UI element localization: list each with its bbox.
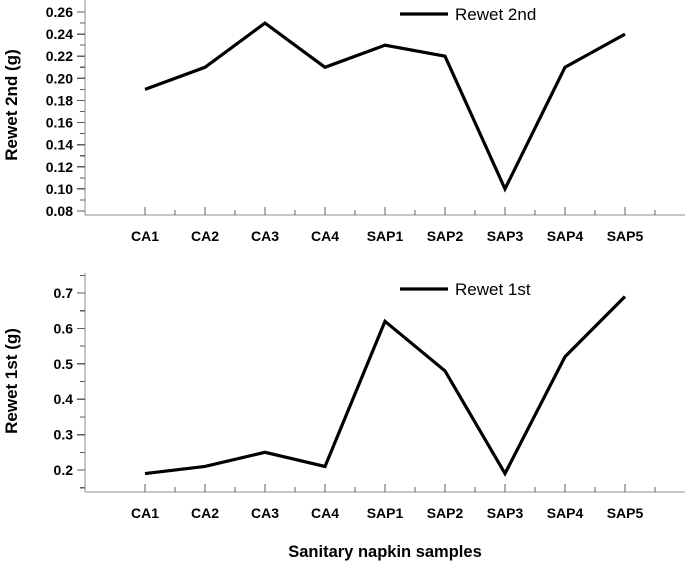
- y-tick-label: 0.24: [46, 26, 73, 42]
- y-tick-label: 0.10: [46, 181, 73, 197]
- y-tick-label: 0.7: [54, 285, 74, 301]
- series-line: [144, 21, 626, 193]
- x-tick-label: SAP3: [487, 505, 524, 521]
- x-tick-label: SAP4: [547, 505, 584, 521]
- chart-rewet-2nd: 0.08 0.10 0.12 0.14 0.16 0.18 0.20 0.22 0.24 0.26…: [2, 0, 685, 244]
- chart-rewet-1st: 0.2 0.3 0.4 0.5 0.6 0.7 CA1 CA2 CA3 CA4 SAP1 SAP2 SA…: [2, 273, 685, 561]
- x-tick-label: SAP2: [427, 505, 464, 521]
- y-axis-title: Rewet 2nd (g): [2, 49, 21, 160]
- x-tick-label: SAP4: [547, 228, 584, 244]
- x-tick-label: CA2: [191, 505, 219, 521]
- y-tick-label: 0.4: [54, 391, 74, 407]
- y-tick-label: 0.12: [46, 159, 73, 175]
- x-tick-label: CA4: [311, 505, 339, 521]
- x-tick-label: SAP5: [607, 505, 644, 521]
- y-tick-label: 0.5: [54, 356, 74, 372]
- x-tick-label: SAP5: [607, 228, 644, 244]
- x-tick-label: SAP1: [367, 228, 404, 244]
- y-tick-label: 0.14: [46, 137, 73, 153]
- x-tick-label: CA1: [131, 228, 159, 244]
- y-tick-label: 0.18: [46, 92, 73, 108]
- x-axis-title: Sanitary napkin samples: [288, 543, 482, 561]
- x-tick-label: CA4: [311, 228, 339, 244]
- y-tick-label: 0.3: [54, 427, 74, 443]
- y-tick-label: 0.2: [54, 462, 74, 478]
- x-tick-label: CA1: [131, 505, 159, 521]
- x-tick-label: CA3: [251, 228, 279, 244]
- x-tick-label: CA3: [251, 505, 279, 521]
- y-tick-label: 0.08: [46, 203, 73, 219]
- y-tick-label: 0.22: [46, 48, 73, 64]
- y-tick-label: 0.26: [46, 4, 73, 20]
- x-tick-label: CA2: [191, 228, 219, 244]
- y-axis-title: Rewet 1st (g): [2, 328, 21, 434]
- legend-label: Rewet 1st: [455, 280, 531, 299]
- legend-label: Rewet 2nd: [455, 5, 536, 24]
- x-tick-label: SAP1: [367, 505, 404, 521]
- y-tick-label: 0.16: [46, 115, 73, 131]
- x-tick-label: SAP2: [427, 228, 464, 244]
- y-tick-label: 0.6: [54, 320, 74, 336]
- x-tick-label: SAP3: [487, 228, 524, 244]
- series-line: [144, 295, 627, 477]
- y-tick-label: 0.20: [46, 70, 73, 86]
